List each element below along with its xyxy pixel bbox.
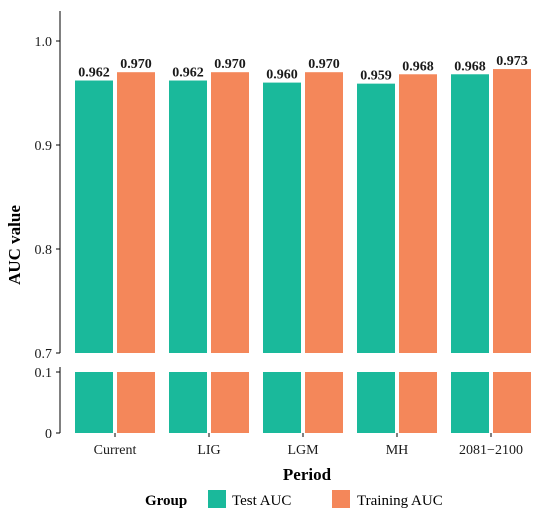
legend-label-training: Training AUC bbox=[357, 493, 443, 509]
bar-test-upper bbox=[263, 82, 301, 353]
x-tick-label: Current bbox=[94, 443, 137, 458]
legend-title: Group bbox=[145, 493, 187, 509]
legend-swatch-training bbox=[332, 490, 350, 508]
value-label-test: 0.960 bbox=[266, 68, 298, 83]
x-tick-label: LGM bbox=[287, 443, 319, 458]
value-label-test: 0.968 bbox=[454, 59, 486, 74]
y-tick-label: 0.8 bbox=[35, 243, 53, 258]
value-label-test: 0.962 bbox=[172, 66, 204, 81]
x-tick-label: 2081−2100 bbox=[459, 443, 523, 458]
value-label-training: 0.973 bbox=[496, 54, 528, 69]
value-labels: 0.962 0.970 0.962 0.970 0.960 0.970 0.959 0.968… bbox=[78, 54, 528, 84]
y-tick-label: 1.0 bbox=[35, 35, 53, 50]
bar-training-lower bbox=[399, 372, 437, 433]
bar-training-upper bbox=[117, 72, 155, 353]
bar-training-upper bbox=[211, 72, 249, 353]
bars bbox=[75, 69, 531, 433]
bar-training-lower bbox=[211, 372, 249, 433]
legend: Group Test AUC Training AUC bbox=[145, 490, 443, 509]
bar-training-upper bbox=[399, 74, 437, 353]
bar-test-lower bbox=[451, 372, 489, 433]
legend-label-test: Test AUC bbox=[232, 493, 291, 509]
bar-test-lower bbox=[263, 372, 301, 433]
value-label-training: 0.970 bbox=[308, 57, 340, 72]
bar-test-lower bbox=[169, 372, 207, 433]
bar-training-lower bbox=[117, 372, 155, 433]
bar-training-lower bbox=[493, 372, 531, 433]
bar-training-upper bbox=[493, 69, 531, 353]
axes bbox=[56, 11, 492, 437]
value-label-training: 0.970 bbox=[214, 57, 246, 72]
bar-training-lower bbox=[305, 372, 343, 433]
value-label-training: 0.968 bbox=[402, 59, 434, 74]
y-tick-label: 0 bbox=[45, 427, 52, 442]
y-tick-label: 0.7 bbox=[35, 347, 53, 362]
bar-training-upper bbox=[305, 72, 343, 353]
y-tick-label: 0.9 bbox=[35, 139, 53, 154]
y-tick-label: 0.1 bbox=[35, 366, 53, 381]
bar-test-lower bbox=[357, 372, 395, 433]
value-label-test: 0.959 bbox=[360, 69, 392, 84]
bar-test-upper bbox=[169, 80, 207, 354]
value-label-test: 0.962 bbox=[78, 66, 110, 81]
tick-labels: 0.7 0.8 0.9 1.0 0 0.1 Current LIG LGM MH 2081−2100 bbox=[35, 35, 523, 458]
bar-test-upper bbox=[75, 80, 113, 354]
y-axis-title: AUC value bbox=[5, 205, 24, 285]
bar-test-upper bbox=[451, 74, 489, 353]
value-label-training: 0.970 bbox=[120, 57, 152, 72]
legend-swatch-test bbox=[208, 490, 226, 508]
x-tick-label: LIG bbox=[197, 443, 220, 458]
bar-test-lower bbox=[75, 372, 113, 433]
x-tick-label: MH bbox=[386, 443, 409, 458]
x-axis-title: Period bbox=[283, 465, 332, 484]
bar-test-upper bbox=[357, 83, 395, 353]
